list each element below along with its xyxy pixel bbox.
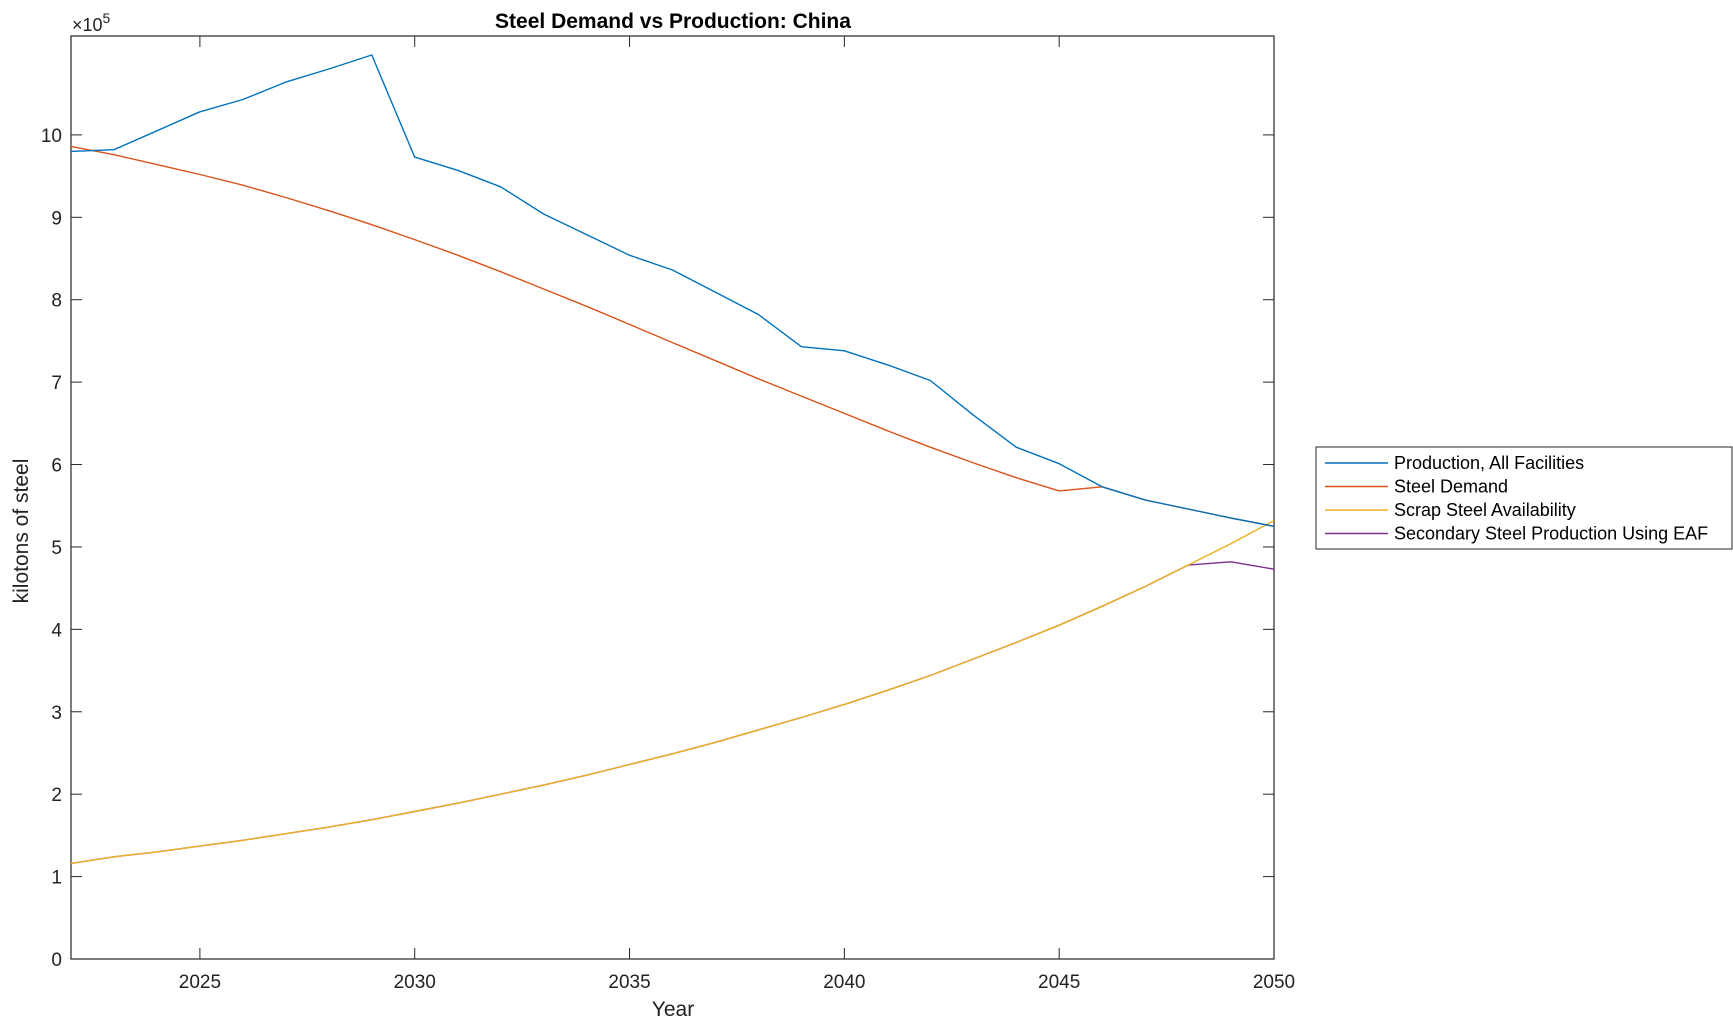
x-tick-label: 2030: [394, 972, 436, 993]
legend-label-1: Steel Demand: [1394, 477, 1508, 497]
svg-text:×105: ×105: [72, 10, 111, 35]
legend-label-2: Scrap Steel Availability: [1394, 500, 1576, 520]
y-tick-label: 8: [51, 291, 62, 312]
chart-title: Steel Demand vs Production: China: [495, 10, 851, 33]
legend: Production, All Facilities Steel Demand Sc…: [1315, 446, 1733, 550]
series-line-0: [71, 54, 1274, 527]
y-axis-label: kilotons of steel: [10, 459, 33, 604]
series-lines: [71, 54, 1274, 865]
x-tick-label: 2035: [608, 972, 650, 993]
x-tick-label: 2045: [1038, 972, 1080, 993]
axes-box: [70, 35, 1275, 960]
y-tick-label: 4: [51, 620, 62, 641]
y-tick-label: 6: [51, 456, 62, 477]
y-tick-label: 5: [51, 538, 62, 559]
x-axis-label: Year: [652, 998, 694, 1021]
y-tick-label: 0: [51, 950, 62, 971]
plot-area: 2025 2030 2035 2040 2045 2050 0 1 2 3 4 5 6 7 8 9 10: [41, 35, 1295, 993]
legend-label-3: Secondary Steel Production Using EAF: [1394, 524, 1708, 544]
x-tick-label: 2040: [823, 972, 865, 993]
y-exponent-label: ×105: [72, 10, 111, 35]
y-exponent-base: ×10: [72, 15, 103, 35]
legend-label-0: Production, All Facilities: [1394, 453, 1584, 473]
y-tick-label: 3: [51, 703, 62, 724]
y-tick-label: 2: [51, 785, 62, 806]
series-line-2: [71, 519, 1274, 865]
series-line-1: [71, 145, 1274, 527]
y-tick-label: 10: [41, 126, 62, 147]
legend-box: [1315, 446, 1733, 550]
y-tick-label: 7: [51, 373, 62, 394]
y-exponent-power: 5: [103, 10, 111, 26]
y-tick-label: 1: [51, 868, 62, 889]
x-tick-label: 2025: [179, 972, 221, 993]
x-tick-label: 2050: [1253, 972, 1295, 993]
y-tick-label: 9: [51, 208, 62, 229]
